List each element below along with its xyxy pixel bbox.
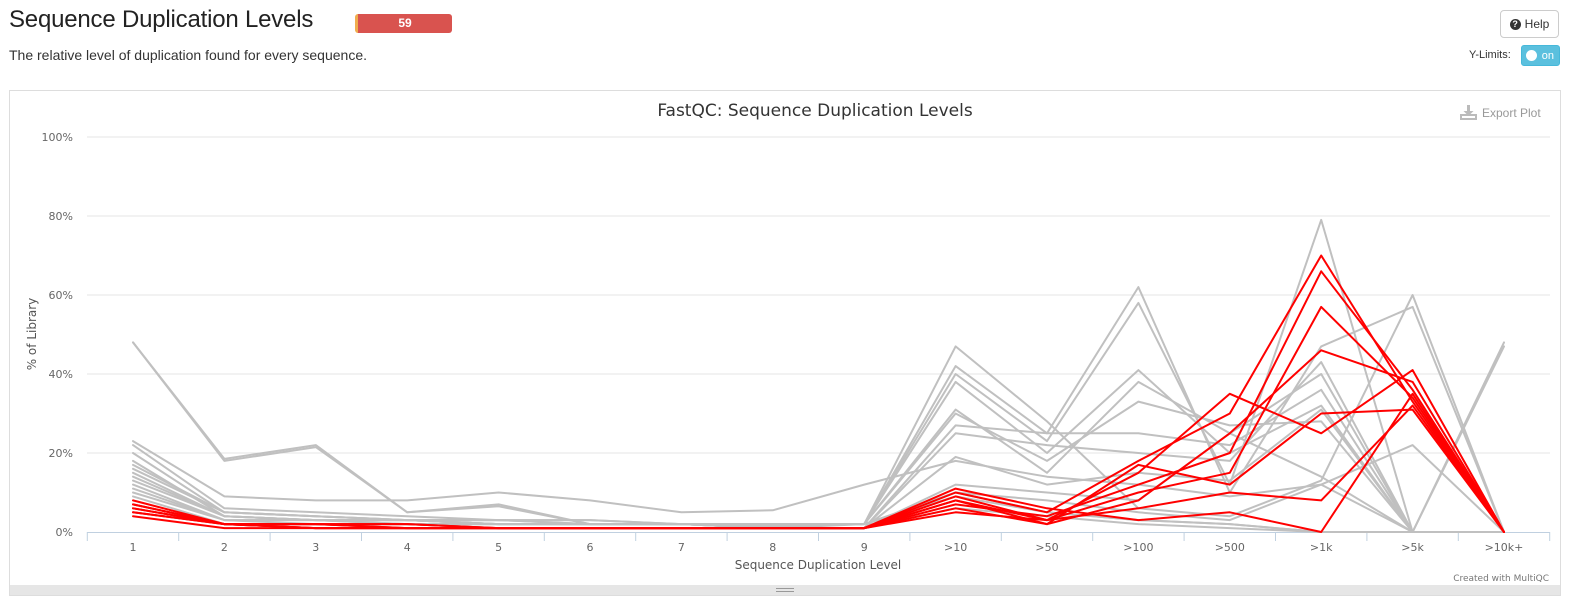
x-tick-label: >5k: [1401, 541, 1424, 554]
x-tick-label: >500: [1215, 541, 1245, 554]
x-tick-label: >50: [1035, 541, 1058, 554]
x-tick-label: >10: [944, 541, 967, 554]
series-line-fail[interactable]: [132, 392, 1505, 533]
y-tick-label: 60%: [49, 289, 73, 302]
x-tick-label: 9: [861, 541, 868, 554]
page-title: Sequence Duplication Levels: [9, 6, 314, 33]
ylimits-toggle[interactable]: on: [1521, 45, 1560, 66]
y-tick-label: 40%: [49, 368, 73, 381]
y-axis-title: % of Library: [25, 298, 39, 371]
series-line-pass[interactable]: [132, 218, 1505, 533]
series-line-pass[interactable]: [132, 373, 1505, 533]
x-tick-label: >1k: [1310, 541, 1333, 554]
series-line-fail[interactable]: [132, 349, 1505, 533]
x-tick-label: 2: [221, 541, 228, 554]
series-line-pass[interactable]: [132, 440, 1505, 533]
plot-container: 0% 20% 40% 60% 80% 100% 1 2 3 4 5 6 7 8 9 >10 >50 >100 >50…: [9, 90, 1561, 596]
series-lines: [132, 218, 1505, 533]
x-tick-label: 6: [587, 541, 594, 554]
x-tick-label: 5: [495, 541, 502, 554]
grid-lines: [87, 136, 1550, 454]
duplication-chart[interactable]: 0% 20% 40% 60% 80% 100% 1 2 3 4 5 6 7 8 9 >10 >50 >100 >50…: [10, 91, 1560, 587]
series-line-pass[interactable]: [132, 369, 1505, 533]
y-tick-label: 100%: [42, 131, 73, 144]
x-axis-title: Sequence Duplication Level: [735, 558, 902, 572]
x-tick-label: >100: [1123, 541, 1153, 554]
question-circle-icon: ?: [1509, 18, 1521, 30]
y-tick-label: 80%: [49, 210, 73, 223]
x-tick-label: 8: [769, 541, 776, 554]
chart-title: FastQC: Sequence Duplication Levels: [657, 101, 973, 121]
credit-text: Created with MultiQC: [1453, 574, 1549, 584]
y-tick-label: 20%: [49, 447, 73, 460]
section-description: The relative level of duplication found …: [9, 47, 367, 63]
x-tick-label: 4: [404, 541, 411, 554]
x-tick-label: 7: [678, 541, 685, 554]
status-badge[interactable]: 59: [355, 14, 452, 33]
ylimits-label: Y-Limits:: [1469, 49, 1511, 61]
grip-icon: [776, 588, 794, 592]
axes: 0% 20% 40% 60% 80% 100% 1 2 3 4 5 6 7 8 9 >10 >50 >100 >50…: [42, 131, 1551, 554]
x-tick-label: 1: [130, 541, 137, 554]
series-line-pass[interactable]: [132, 361, 1505, 533]
help-button[interactable]: ? Help: [1500, 10, 1559, 38]
export-plot-button[interactable]: Export Plot: [1460, 105, 1541, 120]
series-line-fail[interactable]: [132, 369, 1505, 533]
export-plot-label: Export Plot: [1482, 105, 1541, 120]
series-line-pass[interactable]: [132, 286, 1505, 533]
x-tick-label: >10k+: [1485, 541, 1524, 554]
ylimits-toggle-label: on: [1541, 49, 1554, 62]
x-tick-label: 3: [312, 541, 319, 554]
help-button-label: Help: [1524, 17, 1550, 31]
toggle-knob: [1526, 50, 1537, 61]
plot-resize-handle[interactable]: [10, 585, 1560, 595]
y-tick-label: 0%: [56, 526, 73, 539]
download-icon: [1460, 105, 1477, 120]
